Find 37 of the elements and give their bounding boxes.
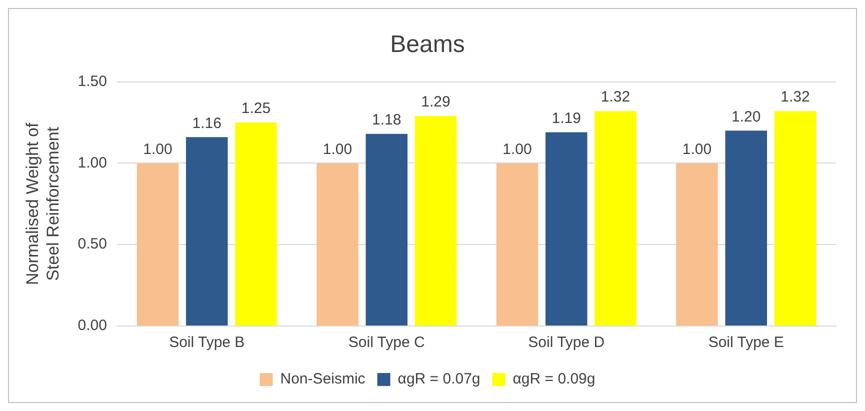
data-label: 1.00 xyxy=(502,140,532,158)
data-label: 1.00 xyxy=(322,140,352,158)
bar xyxy=(676,163,718,326)
bar xyxy=(414,116,457,326)
data-label: 1.32 xyxy=(600,88,630,106)
x-tick-label: Soil Type D xyxy=(528,334,605,352)
x-tick-label: Soil Type B xyxy=(169,334,245,352)
bar xyxy=(774,111,816,326)
data-label: 1.32 xyxy=(780,88,810,106)
y-tick-label: 1.50 xyxy=(78,72,107,90)
bar xyxy=(366,134,408,326)
data-label: 1.00 xyxy=(682,140,712,158)
x-tick-label: Soil Type E xyxy=(708,334,784,352)
chart-title: Beams xyxy=(390,31,465,58)
bar xyxy=(136,163,179,326)
bar xyxy=(545,132,588,326)
legend-label: Non-Seismic xyxy=(280,370,366,388)
data-label: 1.16 xyxy=(192,114,222,132)
y-tick-label: 1.00 xyxy=(78,154,107,172)
data-label: 1.00 xyxy=(143,140,172,158)
bar xyxy=(186,137,228,326)
legend-label: αgR = 0.09g xyxy=(512,370,596,388)
legend-label: αgR = 0.07g xyxy=(398,370,480,388)
bar xyxy=(316,163,358,326)
bar xyxy=(496,163,538,326)
bar xyxy=(235,122,277,326)
data-label: 1.25 xyxy=(241,100,271,118)
y-tick-label: 0.50 xyxy=(78,236,107,253)
data-label: 1.20 xyxy=(732,108,761,126)
bar xyxy=(725,130,768,326)
data-label: 1.19 xyxy=(552,110,581,127)
data-label: 1.18 xyxy=(372,112,402,129)
y-axis-title: Normalised Weight of Steel Reinforcement xyxy=(22,122,62,285)
bar xyxy=(594,111,636,326)
data-label: 1.29 xyxy=(421,94,450,111)
x-tick-label: Soil Type C xyxy=(348,334,425,352)
y-tick-label: 0.00 xyxy=(78,317,107,334)
